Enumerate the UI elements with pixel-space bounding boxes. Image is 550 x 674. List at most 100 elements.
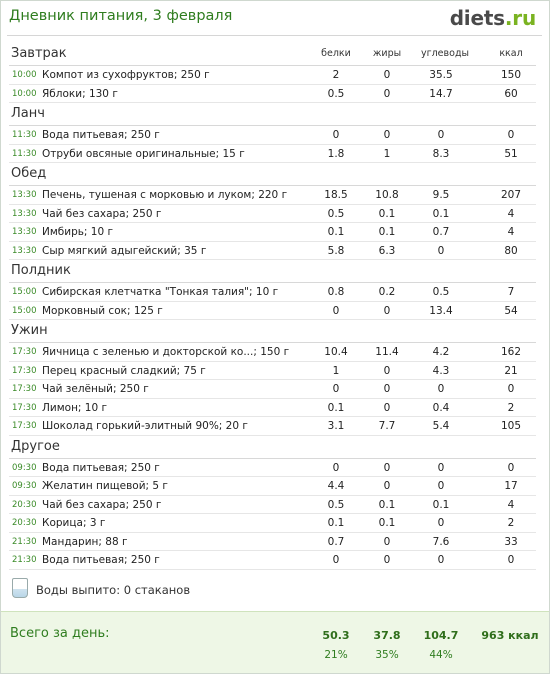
section-header: Завтрак белки жиры углеводы ккал bbox=[9, 43, 536, 66]
kcal-value: 0 bbox=[507, 461, 515, 474]
kcal-value: 0 bbox=[507, 554, 515, 566]
protein-value: 5.8 bbox=[327, 244, 345, 257]
food-name-link[interactable]: Вода питьевая; 250 г bbox=[42, 461, 160, 474]
water-text: Воды выпито: 0 стаканов bbox=[36, 583, 191, 597]
meal-time: 09:30 bbox=[12, 481, 37, 491]
fat-value: 0 bbox=[383, 480, 391, 492]
meal-time: 20:30 bbox=[12, 518, 37, 528]
food-row[interactable]: 13:30 Печень, тушеная с морковью и луком;… bbox=[9, 186, 536, 205]
food-row[interactable]: 17:30 Яичница с зеленью и докторской ко..… bbox=[9, 343, 536, 362]
kcal-value: 0 bbox=[507, 129, 515, 141]
kcal-value: 54 bbox=[504, 304, 518, 317]
food-row[interactable]: 21:30 Мандарин; 88 г 0.7 0 7.6 33 bbox=[9, 533, 536, 551]
carbs-percent: 44% bbox=[429, 649, 453, 661]
food-name-link[interactable]: Чай без сахара; 250 г bbox=[42, 207, 162, 220]
food-row[interactable]: 15:00 Сибирская клетчатка "Тонкая талия";… bbox=[9, 283, 536, 302]
food-row[interactable]: 13:30 Сыр мягкий адыгейский; 35 г 5.8 6.3 0 8… bbox=[9, 242, 536, 260]
food-name-link[interactable]: Корица; 3 г bbox=[42, 517, 106, 529]
food-row[interactable]: 15:00 Морковный сок; 125 г 0 0 13.4 54 bbox=[9, 302, 536, 320]
food-row[interactable]: 11:30 Вода питьевая; 250 г 0 0 0 0 bbox=[9, 126, 536, 145]
food-row[interactable]: 10:00 Компот из сухофруктов; 250 г 2 0 35.5 1… bbox=[9, 66, 536, 85]
food-name-link[interactable]: Мандарин; 88 г bbox=[42, 535, 128, 548]
fat-value: 0.1 bbox=[378, 498, 396, 511]
fat-value: 0.1 bbox=[378, 226, 396, 238]
meal-time: 11:30 bbox=[12, 130, 37, 140]
water-intake: Воды выпито: 0 стаканов bbox=[9, 578, 309, 602]
food-name-link[interactable]: Перец красный сладкий; 75 г bbox=[42, 364, 206, 377]
food-name-link[interactable]: Сыр мягкий адыгейский; 35 г bbox=[42, 244, 207, 257]
site-logo[interactable]: diets.ru bbox=[450, 6, 537, 30]
food-row[interactable]: 13:30 Имбирь; 10 г 0.1 0.1 0.7 4 bbox=[9, 223, 536, 242]
fat-value: 11.4 bbox=[375, 346, 399, 358]
food-name-link[interactable]: Вода питьевая; 250 г bbox=[42, 554, 160, 566]
food-row[interactable]: 10:00 Яблоки; 130 г 0.5 0 14.7 60 bbox=[9, 85, 536, 103]
food-name-link[interactable]: Компот из сухофруктов; 250 г bbox=[42, 69, 210, 81]
kcal-value: 4 bbox=[507, 498, 515, 511]
food-name-link[interactable]: Отруби овсяные оригинальные; 15 г bbox=[42, 147, 245, 160]
meal-time: 17:30 bbox=[12, 421, 37, 431]
food-name-link[interactable]: Морковный сок; 125 г bbox=[42, 304, 163, 317]
food-row[interactable]: 09:30 Желатин пищевой; 5 г 4.4 0 0 17 bbox=[9, 477, 536, 496]
food-row[interactable]: 09:30 Вода питьевая; 250 г 0 0 0 0 bbox=[9, 459, 536, 477]
total-fat: 37.8 bbox=[373, 629, 401, 642]
kcal-value: 33 bbox=[504, 535, 518, 548]
food-name-link[interactable]: Имбирь; 10 г bbox=[42, 226, 114, 238]
carbs-value: 0.7 bbox=[432, 226, 450, 238]
food-name-link[interactable]: Чай без сахара; 250 г bbox=[42, 498, 162, 511]
meal-time: 13:30 bbox=[12, 208, 37, 219]
meal-time: 13:30 bbox=[12, 227, 37, 237]
fat-column-header: жиры bbox=[372, 48, 402, 59]
food-row[interactable]: 17:30 Лимон; 10 г 0.1 0 0.4 2 bbox=[9, 399, 536, 417]
food-row[interactable]: 13:30 Чай без сахара; 250 г 0.5 0.1 0.1 4 bbox=[9, 205, 536, 223]
meal-title: Другое bbox=[11, 438, 60, 454]
meal-time: 20:30 bbox=[12, 499, 37, 510]
fat-value: 7.7 bbox=[378, 420, 396, 432]
fat-value: 0 bbox=[383, 69, 391, 81]
total-kcal: 963 ккал bbox=[481, 629, 539, 642]
kcal-value: 7 bbox=[507, 286, 515, 298]
carbs-value: 8.3 bbox=[432, 147, 450, 160]
water-glass-icon[interactable] bbox=[12, 578, 28, 598]
meal-time: 17:30 bbox=[12, 402, 37, 413]
meal-time: 11:30 bbox=[12, 148, 37, 159]
food-row[interactable]: 17:30 Чай зелёный; 250 г 0 0 0 0 bbox=[9, 380, 536, 399]
food-name-link[interactable]: Желатин пищевой; 5 г bbox=[42, 480, 168, 492]
kcal-value: 105 bbox=[500, 420, 522, 432]
carbs-value: 14.7 bbox=[429, 87, 453, 100]
food-name-link[interactable]: Вода питьевая; 250 г bbox=[42, 129, 160, 141]
meal-time: 09:30 bbox=[12, 462, 37, 473]
food-row[interactable]: 17:30 Перец красный сладкий; 75 г 1 0 4.3 21 bbox=[9, 362, 536, 380]
protein-value: 0.1 bbox=[327, 517, 345, 529]
fat-value: 0.1 bbox=[378, 517, 396, 529]
daily-totals: Всего за день: 50.3 37.8 104.7 963 ккал … bbox=[1, 611, 549, 673]
protein-percent: 21% bbox=[324, 649, 348, 661]
protein-value: 1 bbox=[332, 364, 340, 377]
carbs-value: 0.5 bbox=[432, 286, 450, 298]
food-row[interactable]: 20:30 Корица; 3 г 0.1 0.1 0 2 bbox=[9, 514, 536, 533]
protein-value: 0.5 bbox=[327, 498, 345, 511]
carbs-column-header: углеводы bbox=[421, 48, 470, 59]
food-name-link[interactable]: Лимон; 10 г bbox=[42, 401, 108, 414]
food-row[interactable]: 21:30 Вода питьевая; 250 г 0 0 0 0 bbox=[9, 551, 536, 570]
protein-value: 0 bbox=[332, 129, 340, 141]
food-name-link[interactable]: Яблоки; 130 г bbox=[42, 87, 118, 100]
carbs-value: 0 bbox=[437, 480, 445, 492]
kcal-value: 2 bbox=[507, 517, 515, 529]
food-name-link[interactable]: Чай зелёный; 250 г bbox=[42, 383, 149, 395]
meal-time: 10:00 bbox=[12, 70, 37, 80]
food-row[interactable]: 17:30 Шоколад горький-элитный 90%; 20 г 3.… bbox=[9, 417, 536, 436]
fat-percent: 35% bbox=[375, 649, 399, 661]
meal-time: 13:30 bbox=[12, 190, 37, 200]
food-name-link[interactable]: Шоколад горький-элитный 90%; 20 г bbox=[42, 420, 248, 432]
food-name-link[interactable]: Печень, тушеная с морковью и луком; 220 … bbox=[42, 189, 288, 201]
protein-value: 18.5 bbox=[324, 189, 348, 201]
section-header: Ланч bbox=[9, 103, 536, 126]
meal-time: 17:30 bbox=[12, 347, 37, 357]
meal-time: 17:30 bbox=[12, 365, 37, 376]
food-name-link[interactable]: Сибирская клетчатка "Тонкая талия"; 10 г bbox=[42, 286, 279, 298]
food-name-link[interactable]: Яичница с зеленью и докторской ко...; 15… bbox=[42, 346, 290, 358]
meal-time: 15:00 bbox=[12, 287, 37, 297]
food-row[interactable]: 11:30 Отруби овсяные оригинальные; 15 г 1.… bbox=[9, 145, 536, 163]
meal-title: Ланч bbox=[11, 106, 45, 121]
food-row[interactable]: 20:30 Чай без сахара; 250 г 0.5 0.1 0.1 4 bbox=[9, 496, 536, 514]
